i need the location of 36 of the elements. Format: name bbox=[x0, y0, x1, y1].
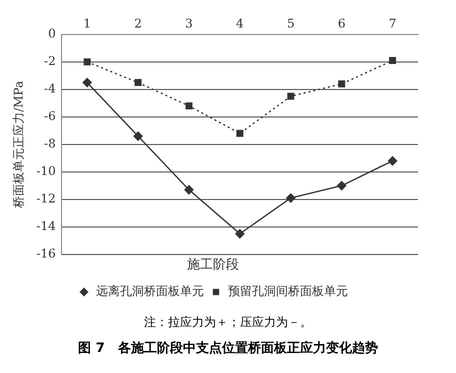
legend-label: 远离孔洞桥面板单元 bbox=[96, 284, 204, 298]
point bbox=[337, 181, 346, 190]
y-tick-label: -8 bbox=[44, 136, 56, 151]
y-tick-label: -2 bbox=[44, 54, 56, 68]
x-tick-label: 1 bbox=[83, 16, 91, 30]
y-tick-label: -16 bbox=[36, 246, 56, 261]
y-tick-label: -10 bbox=[36, 164, 56, 178]
legend-label: 预留孔洞间桥面板单元 bbox=[228, 284, 348, 298]
text: 图 7 各施工阶段中支点位置桥面板正应力变化趋势 bbox=[77, 340, 379, 357]
point bbox=[286, 193, 296, 203]
x-tick-label: 4 bbox=[236, 16, 244, 30]
x-tick-label: 2 bbox=[134, 16, 142, 30]
y-tick-label: -6 bbox=[44, 109, 56, 124]
x-tick-label: 5 bbox=[286, 16, 295, 30]
point bbox=[82, 78, 92, 88]
y-tick-label: -12 bbox=[36, 192, 56, 206]
point bbox=[185, 102, 192, 110]
point bbox=[389, 57, 396, 64]
text: 注：拉应力为＋；压应力为－。 bbox=[143, 314, 313, 331]
x-tick-label: 7 bbox=[388, 16, 396, 30]
x-axis-title: 施工阶段 bbox=[187, 257, 239, 272]
x-tick-label: 6 bbox=[338, 16, 346, 30]
point bbox=[235, 229, 245, 238]
y-tick-label: -4 bbox=[44, 82, 56, 96]
point bbox=[236, 130, 244, 137]
point bbox=[84, 58, 91, 66]
point bbox=[133, 132, 143, 141]
y-axis-title: 桥面板单元正应力/MPa bbox=[11, 80, 26, 209]
point bbox=[388, 156, 398, 166]
point bbox=[134, 79, 142, 86]
y-tick-label: 0 bbox=[48, 26, 56, 41]
point bbox=[338, 80, 346, 88]
x-tick-label: 3 bbox=[185, 16, 193, 30]
point bbox=[287, 92, 294, 100]
y-tick-label: -14 bbox=[36, 219, 56, 234]
point bbox=[184, 185, 194, 194]
